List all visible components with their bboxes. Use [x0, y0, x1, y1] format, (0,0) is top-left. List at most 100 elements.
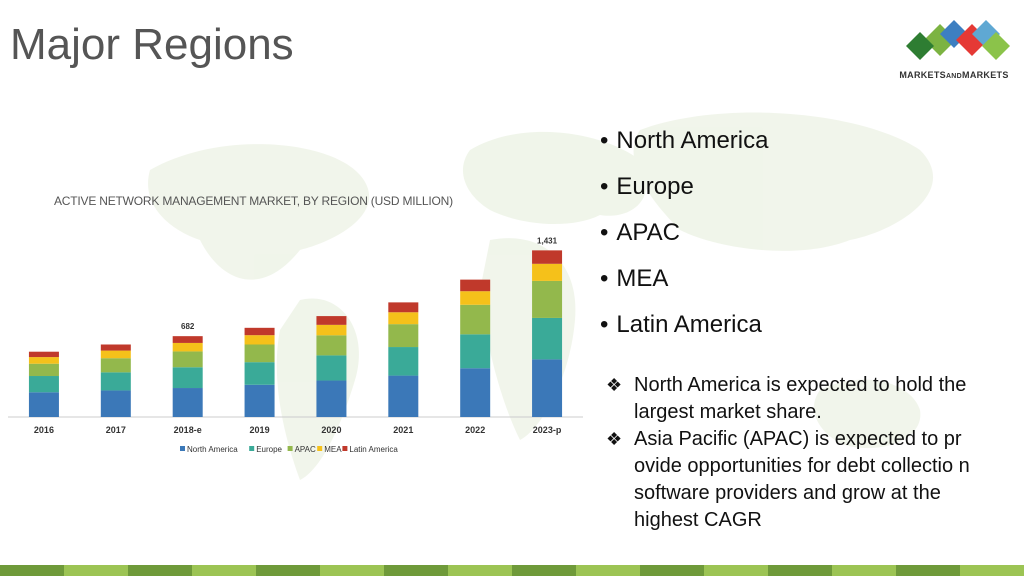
diamond-bullet-icon: ❖ [606, 429, 623, 449]
region-label: Latin America [616, 311, 762, 338]
logo-word-markets-2: MARKETS [962, 70, 1009, 80]
bar-segment-mea [316, 324, 347, 336]
bar-segment-apac [100, 358, 131, 373]
bar-segment-mea [28, 357, 59, 364]
x-tick-label: 2022 [465, 425, 485, 435]
bar-segment-north-america [28, 392, 59, 417]
chart-title: ACTIVE NETWORK MANAGEMENT MARKET, BY REG… [54, 194, 453, 208]
legend-swatch [180, 446, 185, 451]
note-text: Asia Pacific (APAC) is expected to pr ov… [634, 428, 970, 531]
region-label: MEA [616, 265, 669, 292]
footer-stripe [512, 565, 576, 576]
bar-segment-apac [532, 280, 563, 318]
legend-swatch [342, 446, 348, 451]
bar-segment-mea [532, 263, 563, 281]
footer-stripe [64, 565, 128, 576]
region-list: • North America • Europe • APAC • MEA • Latin… [600, 118, 768, 348]
x-tick-label: 2018-e [174, 425, 202, 435]
bar-segment-latin-america [28, 351, 59, 358]
footer-stripe [448, 565, 512, 576]
note-item: ❖ Asia Pacific (APAC) is expected to pr o… [606, 426, 1006, 534]
bar-segment-latin-america [388, 302, 419, 313]
bar-data-label: 1,431 [537, 236, 558, 245]
bar-data-label: 682 [181, 322, 195, 331]
footer-stripe [640, 565, 704, 576]
footer-stripe [192, 565, 256, 576]
bar-segment-apac [172, 351, 203, 368]
bar-segment-latin-america [100, 344, 131, 351]
legend-label: APAC [295, 445, 316, 454]
footer-stripe [0, 565, 64, 576]
bar-segment-europe [460, 334, 491, 369]
note-item: ❖ North America is expected to hold the l… [606, 372, 1006, 426]
bar-segment-europe [172, 367, 203, 389]
bar-segment-north-america [100, 390, 131, 417]
region-label: Europe [616, 173, 694, 200]
bar-segment-apac [28, 363, 59, 377]
footer-stripe [256, 565, 320, 576]
bar-segment-north-america [172, 388, 203, 417]
logo-wordmark: MARKETSANDMARKETS [884, 70, 1024, 80]
diamond-bullet-icon: ❖ [606, 375, 623, 395]
legend-swatch [249, 446, 255, 451]
key-notes: ❖ North America is expected to hold the l… [606, 372, 1006, 534]
footer-band [0, 565, 1024, 576]
footer-stripe [384, 565, 448, 576]
x-tick-label: 2021 [393, 425, 413, 435]
footer-stripe [320, 565, 384, 576]
bar-segment-mea [388, 312, 419, 325]
bar-segment-latin-america [460, 279, 491, 292]
region-item: • North America [600, 127, 769, 154]
slide-title: Major Regions [10, 20, 294, 69]
bar-segment-apac [244, 344, 275, 363]
bar-segment-latin-america [316, 316, 347, 325]
bar-segment-apac [460, 304, 491, 335]
legend-swatch [287, 446, 293, 451]
bar-segment-mea [244, 335, 275, 345]
legend-label: Europe [256, 445, 282, 454]
bar-segment-mea [100, 350, 131, 359]
bar-segment-latin-america [244, 327, 275, 336]
legend-label: Latin America [349, 445, 398, 454]
legend-swatch [317, 446, 323, 451]
bar-segment-europe [28, 376, 59, 393]
region-label: APAC [616, 219, 680, 246]
region-item: • APAC [600, 219, 680, 246]
bar-segment-north-america [316, 380, 347, 417]
footer-stripe [896, 565, 960, 576]
logo-diamonds-icon [906, 20, 1010, 60]
bar-segment-north-america [388, 375, 419, 417]
logo-word-markets: MARKETS [899, 70, 946, 80]
x-tick-label: 2019 [250, 425, 270, 435]
bar-segment-latin-america [532, 250, 563, 264]
bar-segment-europe [100, 372, 131, 391]
region-item: • Latin America [600, 311, 762, 338]
bar-segment-europe [532, 317, 563, 360]
x-tick-label: 2017 [106, 425, 126, 435]
x-tick-label: 2020 [321, 425, 341, 435]
footer-stripe [128, 565, 192, 576]
legend-label: North America [187, 445, 238, 454]
note-text: North America is expected to hold the la… [634, 374, 967, 423]
region-label: North America [616, 127, 769, 154]
bar-segment-north-america [532, 359, 563, 417]
bar-segment-north-america [460, 368, 491, 417]
legend-label: MEA [324, 445, 342, 454]
bar-segment-mea [172, 342, 203, 352]
bar-segment-europe [316, 355, 347, 381]
footer-stripe [768, 565, 832, 576]
logo-word-and: AND [945, 73, 963, 80]
bar-segment-north-america [244, 384, 275, 417]
bar-segment-apac [388, 324, 419, 348]
bar-segment-europe [244, 362, 275, 385]
bar-segment-europe [388, 347, 419, 376]
footer-stripe [832, 565, 896, 576]
region-item: • MEA [600, 265, 669, 292]
bar-segment-apac [316, 335, 347, 356]
region-item: • Europe [600, 173, 694, 200]
x-tick-label: 2023-p [533, 425, 562, 435]
x-tick-label: 2016 [34, 425, 54, 435]
stacked-bar-chart: 2016 2017 2018-e 682 2019 2020 2021 2022 2023-p 1… [8, 236, 583, 454]
footer-stripe [704, 565, 768, 576]
bar-segment-latin-america [172, 336, 203, 343]
